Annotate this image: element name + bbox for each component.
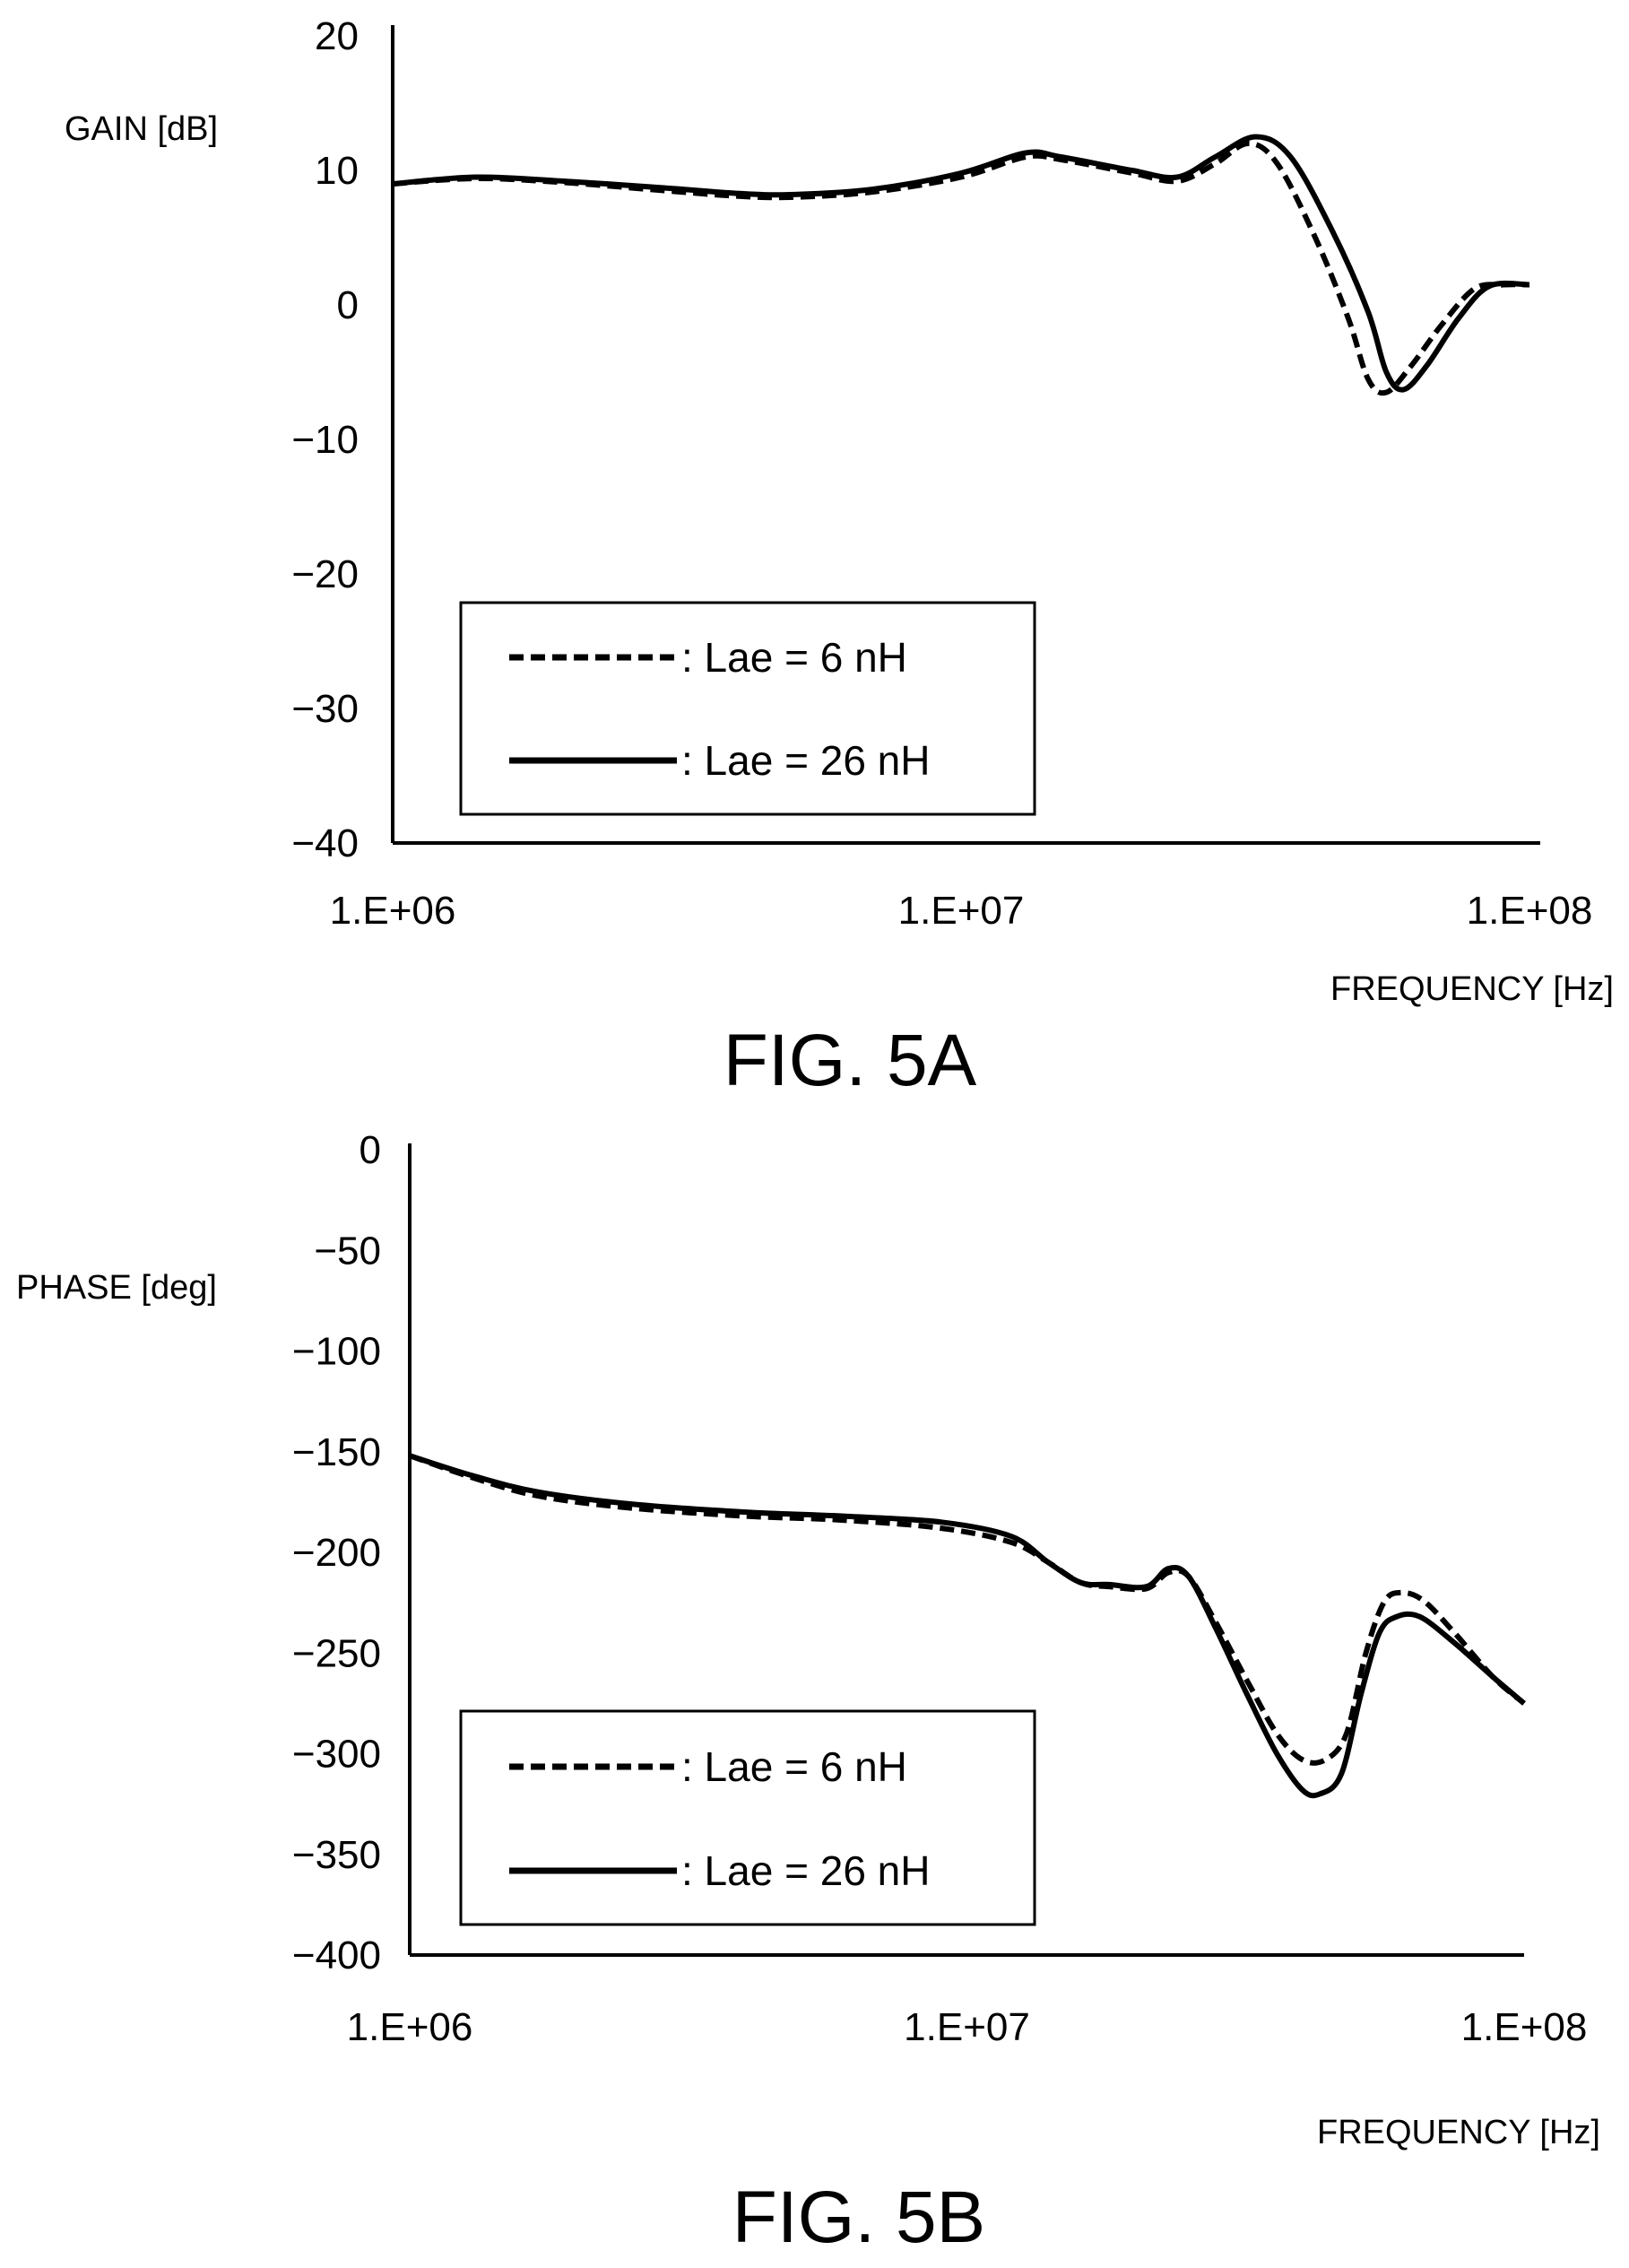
series-lines xyxy=(408,1453,1526,1799)
y-tick-label: −30 xyxy=(291,687,359,731)
y-tick-label: 0 xyxy=(360,1128,381,1172)
x-tick-label: 1.E+07 xyxy=(898,889,1025,933)
legend: : Lae = 6 nH : Lae = 26 nH xyxy=(459,1709,1036,1926)
x-tick-label: 1.E+06 xyxy=(347,2005,473,2049)
y-tick-label: −10 xyxy=(291,418,359,462)
y-tick-labels: 0 −50 −100 −150 −200 −250 −300 −350 −400 xyxy=(292,1128,381,1977)
x-tick-label: 1.E+08 xyxy=(1467,889,1593,933)
x-tick-labels: 1.E+06 1.E+07 1.E+08 xyxy=(347,2005,1588,2049)
figure-caption: FIG. 5B xyxy=(732,2177,986,2258)
legend: : Lae = 6 nH : Lae = 26 nH xyxy=(459,601,1036,816)
legend-label-26nh: : Lae = 26 nH xyxy=(681,1847,930,1894)
x-tick-labels: 1.E+06 1.E+07 1.E+08 xyxy=(330,889,1593,933)
y-tick-label: −350 xyxy=(292,1833,381,1877)
legend-box xyxy=(459,1709,1036,1926)
y-tick-label: −150 xyxy=(292,1430,381,1474)
y-axis-title: PHASE [deg] xyxy=(16,1269,217,1307)
y-tick-label: −250 xyxy=(292,1631,381,1675)
y-tick-label: −400 xyxy=(292,1933,381,1977)
legend-label-26nh: : Lae = 26 nH xyxy=(681,737,930,784)
legend-label-6nh: : Lae = 6 nH xyxy=(681,634,907,681)
y-tick-labels: 20 10 0 −10 −20 −30 −40 xyxy=(291,14,359,865)
y-tick-label: −200 xyxy=(292,1531,381,1575)
series-line-6nh xyxy=(408,1453,1526,1766)
y-tick-label: 20 xyxy=(315,14,359,58)
series-line-26nh xyxy=(392,134,1530,393)
y-tick-label: 0 xyxy=(337,283,359,327)
y-tick-label: −50 xyxy=(314,1229,381,1273)
y-tick-label: −300 xyxy=(292,1733,381,1777)
y-axis-title: GAIN [dB] xyxy=(65,110,218,148)
y-tick-label: −20 xyxy=(291,552,359,596)
x-axis-title: FREQUENCY [Hz] xyxy=(1317,2114,1600,2151)
figure-caption: FIG. 5A xyxy=(724,1020,977,1101)
gain-chart: 20 10 0 −10 −20 −30 −40 1.E+06 1.E+07 1.E+08 GAI… xyxy=(65,14,1614,1101)
x-tick-label: 1.E+07 xyxy=(904,2005,1030,2049)
legend-box xyxy=(459,601,1036,816)
y-tick-label: −100 xyxy=(292,1330,381,1374)
x-axis-title: FREQUENCY [Hz] xyxy=(1330,970,1614,1008)
x-tick-label: 1.E+08 xyxy=(1461,2005,1588,2049)
y-tick-label: −40 xyxy=(291,821,359,865)
series-line-6nh xyxy=(392,141,1530,396)
series-line-26nh xyxy=(409,1453,1526,1799)
y-tick-label: 10 xyxy=(315,149,359,193)
legend-label-6nh: : Lae = 6 nH xyxy=(681,1743,907,1790)
series-lines xyxy=(392,134,1530,396)
phase-chart: 0−50−100−150−200−250−300−350−400 1.E+06 1… xyxy=(16,1128,1600,2258)
x-tick-label: 1.E+06 xyxy=(330,889,456,933)
